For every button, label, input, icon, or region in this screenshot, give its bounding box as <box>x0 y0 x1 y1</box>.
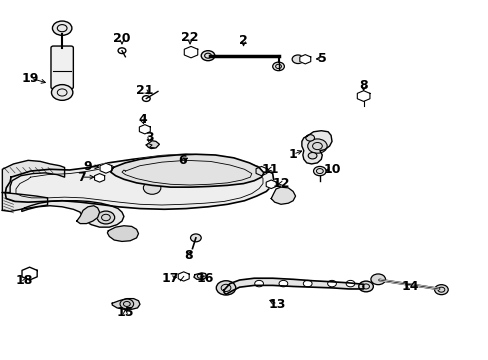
Circle shape <box>254 280 263 287</box>
Text: 19: 19 <box>22 72 39 85</box>
Circle shape <box>279 280 287 287</box>
Circle shape <box>307 153 316 159</box>
Circle shape <box>370 274 385 285</box>
Text: 3: 3 <box>145 131 154 144</box>
Text: 21: 21 <box>136 84 153 97</box>
Text: 5: 5 <box>317 52 326 65</box>
Polygon shape <box>112 298 140 309</box>
Polygon shape <box>2 193 47 211</box>
Circle shape <box>327 280 336 287</box>
Circle shape <box>201 51 214 61</box>
Text: 20: 20 <box>113 32 130 45</box>
Circle shape <box>190 234 201 242</box>
Text: 4: 4 <box>138 113 146 126</box>
Text: 15: 15 <box>116 306 134 319</box>
Polygon shape <box>178 272 189 281</box>
Polygon shape <box>256 166 266 176</box>
Polygon shape <box>265 180 276 189</box>
Polygon shape <box>271 187 295 204</box>
Polygon shape <box>301 131 331 164</box>
Text: 9: 9 <box>83 160 92 173</box>
Text: 17: 17 <box>162 272 179 285</box>
Text: 1: 1 <box>288 148 297 161</box>
Polygon shape <box>224 278 363 294</box>
Circle shape <box>216 281 235 295</box>
Circle shape <box>52 21 72 35</box>
Circle shape <box>97 211 115 224</box>
Circle shape <box>346 280 354 287</box>
Circle shape <box>120 299 133 309</box>
Text: 18: 18 <box>16 274 33 287</box>
Polygon shape <box>194 273 206 279</box>
Text: 7: 7 <box>77 171 86 184</box>
Polygon shape <box>22 201 123 227</box>
Polygon shape <box>100 163 112 173</box>
Text: 6: 6 <box>178 154 186 167</box>
Circle shape <box>307 139 326 153</box>
Text: 16: 16 <box>197 272 214 285</box>
Circle shape <box>305 135 314 141</box>
Circle shape <box>143 181 161 194</box>
Text: 11: 11 <box>261 163 279 176</box>
Polygon shape <box>357 91 369 102</box>
Polygon shape <box>5 154 273 209</box>
Polygon shape <box>299 55 310 64</box>
Circle shape <box>272 62 284 71</box>
Polygon shape <box>77 206 100 224</box>
Circle shape <box>116 228 130 239</box>
Text: 12: 12 <box>272 177 289 190</box>
Text: 8: 8 <box>359 79 367 92</box>
Polygon shape <box>146 141 159 149</box>
Circle shape <box>434 285 447 295</box>
Circle shape <box>313 166 325 176</box>
FancyBboxPatch shape <box>51 46 73 89</box>
Circle shape <box>358 281 372 292</box>
Text: 13: 13 <box>268 298 285 311</box>
Polygon shape <box>184 46 197 58</box>
Text: 10: 10 <box>323 163 340 176</box>
Polygon shape <box>107 226 138 242</box>
Circle shape <box>51 85 73 100</box>
Text: 8: 8 <box>184 248 192 261</box>
Polygon shape <box>94 174 104 182</box>
Text: 22: 22 <box>181 31 199 44</box>
Circle shape <box>276 191 287 199</box>
Text: 14: 14 <box>400 280 418 293</box>
Polygon shape <box>22 267 37 280</box>
Polygon shape <box>139 125 150 134</box>
Circle shape <box>303 280 311 287</box>
Circle shape <box>291 55 303 64</box>
Text: 2: 2 <box>239 34 247 47</box>
Polygon shape <box>2 160 64 193</box>
Polygon shape <box>111 154 264 187</box>
